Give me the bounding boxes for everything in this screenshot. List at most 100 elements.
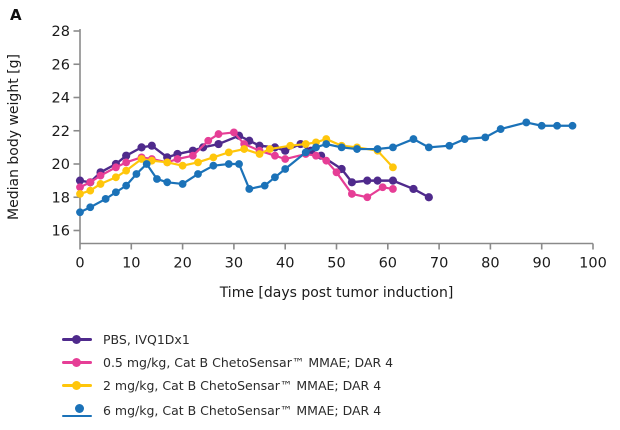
data-point xyxy=(496,125,505,133)
y-tick-label: 22 xyxy=(52,124,70,140)
data-point xyxy=(389,163,397,172)
data-point xyxy=(337,143,346,152)
series-0 xyxy=(75,131,433,202)
data-point xyxy=(373,176,382,185)
legend-label: 0.5 mg/kg, Cat B ChetoSensar™ MMAE; DAR … xyxy=(103,355,394,370)
legend-label: 6 mg/kg, Cat B ChetoSensar™ MMAE; DAR 4 xyxy=(103,403,382,418)
data-point xyxy=(322,156,331,165)
data-point xyxy=(301,148,310,157)
legend-label: PBS, IVQ1Dx1 xyxy=(103,332,190,347)
y-tick-label: 26 xyxy=(52,57,70,73)
data-point xyxy=(230,128,238,137)
data-point xyxy=(214,139,223,149)
data-point xyxy=(553,121,561,130)
x-tick-label: 20 xyxy=(173,256,191,272)
data-point xyxy=(353,145,361,153)
data-point xyxy=(194,158,202,167)
data-point xyxy=(235,160,243,168)
y-tick-label: 16 xyxy=(52,224,70,240)
x-tick-label: 40 xyxy=(276,256,294,272)
data-point xyxy=(312,151,320,160)
y-tick-label: 18 xyxy=(52,190,70,206)
data-point xyxy=(445,141,454,150)
data-point xyxy=(255,150,264,158)
legend-marker-dot-over-line-icon xyxy=(62,404,92,417)
y-tick-label: 20 xyxy=(52,157,70,173)
data-point xyxy=(363,176,372,185)
data-point xyxy=(137,155,146,163)
data-point xyxy=(265,145,274,153)
data-point xyxy=(286,141,295,150)
data-point xyxy=(271,173,279,182)
legend-item-6mgkg: 6 mg/kg, Cat B ChetoSensar™ MMAE; DAR 4 xyxy=(62,399,393,422)
data-point xyxy=(178,161,187,170)
series-3 xyxy=(76,118,577,217)
data-point xyxy=(409,184,418,194)
data-point xyxy=(378,183,387,192)
data-point xyxy=(173,155,182,163)
data-point xyxy=(112,163,120,172)
data-point xyxy=(481,133,490,142)
data-point xyxy=(76,190,84,198)
series-1 xyxy=(76,128,397,202)
data-point xyxy=(75,176,85,185)
data-point xyxy=(224,148,233,157)
x-tick-label: 80 xyxy=(481,256,499,272)
data-point xyxy=(224,160,233,168)
data-point xyxy=(188,151,197,160)
data-point xyxy=(389,185,397,193)
legend-marker-line-dot-icon xyxy=(62,333,92,346)
data-point xyxy=(163,158,172,167)
series-2 xyxy=(76,135,397,198)
data-point xyxy=(199,143,208,152)
x-tick-label: 50 xyxy=(327,256,345,272)
data-point xyxy=(101,195,110,203)
data-point xyxy=(373,145,382,153)
x-tick-label: 0 xyxy=(75,256,84,272)
data-point xyxy=(112,173,120,182)
data-point xyxy=(137,143,146,152)
data-point xyxy=(301,140,310,148)
legend-item-pbs: PBS, IVQ1Dx1 xyxy=(62,328,393,351)
data-point xyxy=(260,181,269,190)
data-point xyxy=(153,175,161,183)
data-point xyxy=(281,146,290,155)
data-point xyxy=(522,118,531,127)
data-point xyxy=(122,166,131,175)
data-point xyxy=(194,170,202,178)
data-point xyxy=(209,161,218,170)
data-point xyxy=(122,181,131,190)
data-point xyxy=(424,193,433,202)
data-point xyxy=(132,170,141,178)
legend-item-0p5mgkg: 0.5 mg/kg, Cat B ChetoSensar™ MMAE; DAR … xyxy=(62,351,393,374)
data-point xyxy=(281,155,290,163)
data-point xyxy=(568,121,577,130)
data-point xyxy=(363,193,372,202)
data-point xyxy=(147,141,156,150)
data-point xyxy=(142,160,151,168)
data-point xyxy=(537,121,546,130)
legend: PBS, IVQ1Dx1 0.5 mg/kg, Cat B ChetoSensa… xyxy=(62,328,393,422)
data-point xyxy=(332,168,341,177)
data-point xyxy=(245,185,254,193)
legend-label: 2 mg/kg, Cat B ChetoSensar™ MMAE; DAR 4 xyxy=(103,378,382,393)
x-axis-title: Time [days post tumor induction] xyxy=(219,285,454,301)
data-point xyxy=(388,176,398,185)
data-point xyxy=(86,178,95,187)
x-tick-label: 100 xyxy=(579,256,607,272)
legend-marker-line-dot-icon xyxy=(62,356,92,369)
data-point xyxy=(163,178,172,187)
data-point xyxy=(240,145,249,153)
x-tick-label: 70 xyxy=(430,256,448,272)
x-tick-label: 30 xyxy=(225,256,243,272)
legend-marker-line-dot-icon xyxy=(62,379,92,392)
data-point xyxy=(122,151,131,160)
data-point xyxy=(460,135,469,143)
data-point xyxy=(424,143,433,152)
data-point xyxy=(281,165,290,173)
data-point xyxy=(76,208,84,217)
data-point xyxy=(86,203,95,212)
data-point xyxy=(204,136,213,145)
data-point xyxy=(409,135,418,143)
data-point xyxy=(347,190,356,198)
